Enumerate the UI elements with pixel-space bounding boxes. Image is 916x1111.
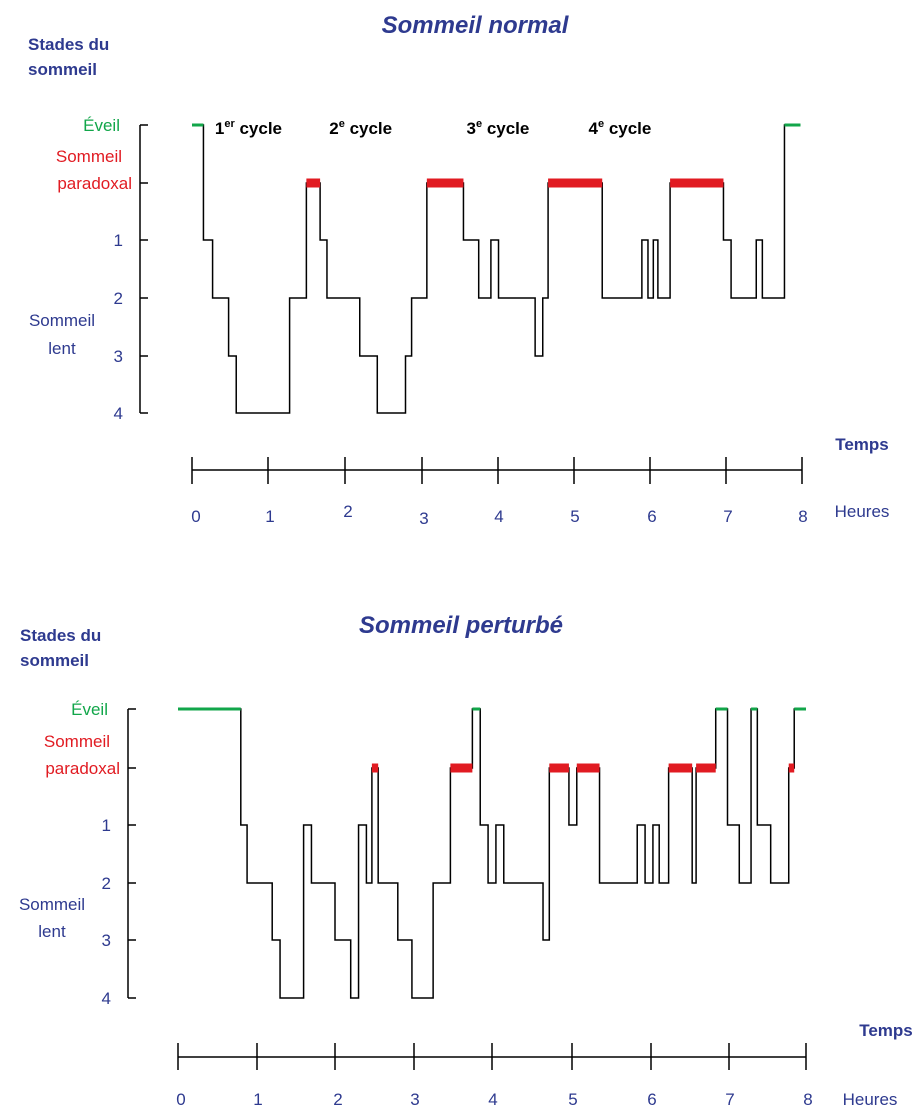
y-label-paradoxal-line2: paradoxal	[45, 759, 120, 778]
x-axis-title: Temps	[859, 1021, 913, 1040]
y-label-stage-1: 1	[114, 231, 123, 250]
x-tick-label: 7	[725, 1090, 734, 1109]
y-label-sommeil-lent-line1: Sommeil	[29, 311, 95, 330]
x-tick-label: 8	[803, 1090, 812, 1109]
hypnogram-line	[192, 124, 801, 414]
y-label-stage-3: 3	[102, 931, 111, 950]
x-tick-label: 4	[494, 507, 503, 526]
cycle-superscript: e	[598, 118, 604, 130]
cycle-word: cycle	[604, 119, 651, 138]
cycle-label-4: 4e cycle	[589, 118, 652, 138]
cycle-number: 1	[215, 119, 224, 138]
cycle-superscript: e	[476, 118, 482, 130]
cycle-label-1: 1er cycle	[215, 118, 282, 138]
y-axis-title-line1: Stades du	[20, 626, 101, 645]
x-tick-label: 0	[176, 1090, 185, 1109]
hypnogram-line	[178, 708, 806, 999]
cycle-number: 2	[329, 119, 338, 138]
x-tick-label: 1	[265, 507, 274, 526]
y-label-stage-2: 2	[102, 874, 111, 893]
chart-panel-0: Sommeil normal Stades du sommeil Éveil Somme…	[28, 12, 889, 528]
y-label-eveil: Éveil	[71, 700, 108, 719]
y-label-eveil: Éveil	[83, 116, 120, 135]
x-tick-label: 2	[343, 502, 352, 521]
y-label-paradoxal-line1: Sommeil	[44, 732, 110, 751]
y-label-paradoxal-line1: Sommeil	[56, 147, 122, 166]
y-label-stage-4: 4	[102, 989, 111, 1008]
cycle-superscript: e	[339, 118, 345, 130]
x-tick-label: 2	[333, 1090, 342, 1109]
chart-panel-1: Sommeil perturbé Stades du sommeil Éveil Som…	[19, 612, 913, 1109]
y-axis-title-line2: sommeil	[20, 651, 89, 670]
y-label-sommeil-lent-line2: lent	[38, 922, 66, 941]
y-label-stage-3: 3	[114, 347, 123, 366]
x-tick-label: 0	[191, 507, 200, 526]
x-tick-label: 1	[253, 1090, 262, 1109]
cycle-label-2: 2e cycle	[329, 118, 392, 138]
cycle-word: cycle	[482, 119, 529, 138]
x-axis-unit: Heures	[835, 502, 890, 521]
y-label-stage-1: 1	[102, 816, 111, 835]
chart-title: Sommeil perturbé	[359, 612, 563, 639]
y-label-paradoxal-line2: paradoxal	[57, 174, 132, 193]
x-tick-label: 6	[647, 1090, 656, 1109]
x-tick-label: 4	[488, 1090, 497, 1109]
x-tick-label: 7	[723, 507, 732, 526]
y-axis-title-line2: sommeil	[28, 60, 97, 79]
x-tick-label: 5	[570, 507, 579, 526]
cycle-word: cycle	[345, 119, 392, 138]
x-tick-label: 5	[568, 1090, 577, 1109]
x-tick-label: 3	[419, 509, 428, 528]
x-tick-label: 8	[798, 507, 807, 526]
cycle-number: 4	[589, 119, 599, 138]
x-axis-title: Temps	[835, 435, 889, 454]
cycle-word: cycle	[235, 119, 282, 138]
y-label-stage-4: 4	[114, 404, 123, 423]
chart-title: Sommeil normal	[382, 12, 570, 39]
cycle-number: 3	[467, 119, 476, 138]
x-tick-label: 6	[647, 507, 656, 526]
cycle-label-3: 3e cycle	[467, 118, 530, 138]
y-label-sommeil-lent-line1: Sommeil	[19, 895, 85, 914]
cycle-superscript: er	[224, 118, 235, 130]
y-axis-title-line1: Stades du	[28, 35, 109, 54]
y-label-sommeil-lent-line2: lent	[48, 339, 76, 358]
x-tick-label: 3	[410, 1090, 419, 1109]
y-label-stage-2: 2	[114, 289, 123, 308]
x-axis-unit: Heures	[843, 1090, 898, 1109]
